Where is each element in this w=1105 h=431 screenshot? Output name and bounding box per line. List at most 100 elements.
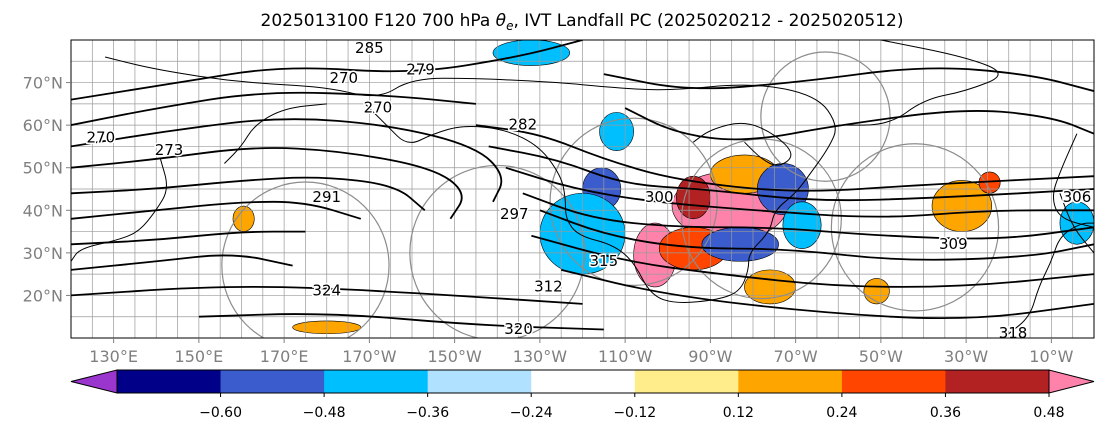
shaded-region	[782, 201, 822, 249]
theta-e-contour	[522, 192, 1094, 240]
colorbar-tick-label: 0.36	[930, 405, 961, 421]
contour-label: 300	[645, 188, 674, 206]
grey-circle	[221, 181, 390, 338]
theta-e-contour	[71, 40, 583, 101]
y-tick-label: 30°N	[23, 244, 63, 263]
theta-e-contour	[603, 67, 1094, 92]
theta-e-contour	[71, 285, 583, 305]
theta-e-contour	[624, 107, 1094, 141]
contour-label: 320	[504, 320, 533, 338]
colorbar-extend-high	[1048, 369, 1095, 394]
colorbar-tick-label: −0.48	[303, 405, 346, 421]
colorbar: −0.60 −0.48 −0.36 −0.24 −0.12 0.12 0.24 0.36 0.4…	[70, 369, 1095, 421]
x-tick-label: 30°W	[944, 347, 988, 366]
colorbar-tick-label: −0.12	[613, 405, 656, 421]
colorbar-swatch	[738, 370, 843, 393]
contour-label: 297	[500, 205, 529, 223]
x-tick-label: 130°E	[89, 347, 138, 366]
theta-e-contour	[531, 234, 1094, 288]
colorbar-swatch	[634, 370, 739, 393]
colorbar-tick-label: −0.36	[406, 405, 449, 421]
contour-label: 270	[364, 99, 393, 117]
contour-label: 270	[87, 128, 116, 146]
chart-title: 2025013100 F120 700 hPa θe, IVT Landfall…	[261, 11, 904, 33]
coastline	[104, 56, 836, 303]
colorbar-swatch	[531, 370, 636, 393]
x-tick-label: 90°W	[688, 347, 732, 366]
colorbar-extend-low	[70, 369, 118, 394]
map-frame	[70, 39, 1095, 339]
contour-label: 306	[1063, 188, 1092, 206]
theta-e-contours	[71, 40, 1094, 331]
contour-label: 318	[999, 324, 1028, 342]
y-tick-label: 20°N	[23, 286, 63, 305]
theta-e-contour	[505, 166, 1094, 218]
x-tick-label: 130°W	[513, 347, 568, 366]
contour-label: 279	[406, 60, 435, 78]
theta-e-contour	[198, 313, 604, 331]
colorbar-swatch	[220, 370, 325, 393]
theta-e-contour	[71, 176, 426, 211]
theta-e-contour	[488, 145, 1094, 202]
coastline	[838, 40, 999, 126]
theta-e-contour	[71, 200, 362, 220]
grey-circle	[549, 117, 718, 286]
x-tick-label: 10°W	[1029, 347, 1073, 366]
y-axis-ticks: 20°N 30°N 40°N 50°N 60°N 70°N	[23, 74, 71, 305]
x-tick-label: 150°W	[427, 347, 482, 366]
grey-circle	[830, 143, 1000, 312]
y-tick-label: 50°N	[23, 159, 63, 178]
coastline	[1053, 133, 1094, 228]
contour-label: 291	[312, 188, 341, 206]
map-area: 285 279 270 270 270 273 282 291 297 300 306 309 312 3…	[71, 39, 1094, 342]
y-tick-label: 70°N	[23, 74, 63, 93]
colorbar-swatch	[841, 370, 946, 393]
grey-circles	[221, 51, 1000, 338]
colorbar-tick-label: −0.24	[510, 405, 553, 421]
contour-label: 282	[509, 116, 538, 134]
colorbar-swatch	[945, 370, 1050, 393]
coastline	[1008, 222, 1094, 335]
contour-label: 273	[155, 141, 184, 159]
colorbar-tick-label: 0.48	[1033, 405, 1064, 421]
theta-e-contour	[71, 91, 476, 126]
x-axis-ticks: 130°E 150°E 170°E 170°W 150°W 130°W 110°W 90°W 7…	[89, 338, 1074, 366]
x-tick-label: 170°E	[260, 347, 309, 366]
contour-label: 312	[534, 277, 563, 295]
x-tick-label: 110°W	[598, 347, 653, 366]
theta-e-contour	[71, 118, 503, 203]
contour-label: 324	[312, 282, 341, 300]
x-tick-label: 170°W	[342, 347, 397, 366]
colorbar-swatch	[324, 370, 429, 393]
colorbar-swatch	[117, 370, 222, 393]
title-prefix: 2025013100 F120 700 hPa	[261, 11, 496, 31]
y-tick-label: 40°N	[23, 201, 63, 220]
theta-e-contour	[71, 147, 463, 220]
colorbar-tick-label: 0.24	[826, 405, 857, 421]
theta-e-contour	[71, 254, 293, 271]
grey-circle	[409, 164, 586, 338]
grey-circle	[681, 138, 842, 300]
title-subscript: e	[506, 19, 513, 33]
contour-labels: 285 279 270 270 270 273 282 291 297 300 306 309 312 3…	[85, 39, 1093, 342]
theta-e-contour	[539, 209, 1094, 261]
contour-label: 309	[939, 235, 968, 253]
colorbar-swatch	[427, 370, 532, 393]
coastline	[224, 103, 327, 164]
theta-e-contour	[475, 124, 1094, 192]
x-tick-label: 50°W	[859, 347, 903, 366]
x-tick-label: 150°E	[175, 347, 224, 366]
gridlines	[71, 40, 1094, 338]
contour-label: 285	[355, 39, 384, 57]
grey-circle	[760, 51, 891, 182]
x-tick-label: 70°W	[774, 347, 818, 366]
coastline	[692, 122, 792, 166]
shaded-region	[863, 278, 890, 305]
title-suffix: , IVT Landfall PC (2025020212 - 20250205…	[513, 11, 903, 31]
colorbar-tick-label: 0.12	[723, 405, 754, 421]
theta-e-contour	[71, 230, 306, 246]
shaded-region	[744, 269, 796, 305]
coastline	[71, 159, 167, 262]
title-theta: θ	[496, 11, 507, 31]
